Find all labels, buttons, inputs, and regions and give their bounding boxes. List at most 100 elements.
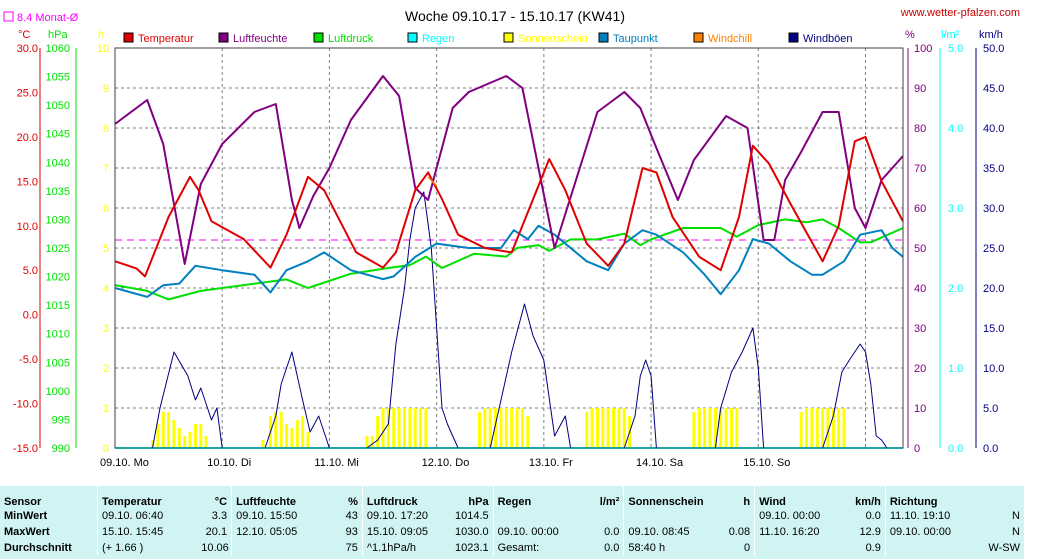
cell: (+ 1.66 ) — [97, 540, 198, 556]
temp-tick-label: 15.0 — [17, 176, 38, 188]
legend-label: Luftdruck — [328, 33, 374, 45]
wind-tick-label: 0.0 — [983, 443, 998, 455]
temp-tick-label: 30.0 — [17, 43, 38, 55]
cell: 0.0 — [604, 542, 620, 554]
cell: 93 — [345, 526, 358, 538]
sunshine-bar — [402, 408, 406, 448]
sunshine-bar — [279, 412, 283, 448]
sunshine-bar — [177, 428, 181, 448]
cell: 75 — [345, 542, 358, 554]
cell: N — [1012, 510, 1020, 522]
sunshine-bar — [386, 408, 390, 448]
sunshine-bar — [724, 408, 728, 448]
monthly-avg-marker — [3, 11, 14, 22]
sunshine-bar — [708, 408, 712, 448]
hdr-press-unit: hPa — [468, 496, 489, 508]
cell: 15.10. 15:45 — [97, 524, 198, 540]
cell: 09.10. 06:40 — [97, 508, 198, 524]
sunshine-bar — [161, 412, 165, 448]
wind-tick-label: 35.0 — [983, 163, 1004, 175]
cell: 11.10. 19:10 — [884, 508, 970, 524]
sunshine-bar — [285, 424, 289, 448]
legend-label: Sonnenschein — [518, 33, 588, 45]
hdr-press: Luftdruck — [361, 486, 451, 508]
cell: W-SW — [988, 542, 1020, 554]
rain-tick-label: 2.0 — [948, 283, 963, 295]
x-day-label: 10.10. Di — [207, 457, 251, 469]
hdr-wind: Wind — [754, 486, 850, 508]
cell — [719, 508, 754, 524]
cell: 15.10. 09:05 — [361, 524, 451, 540]
x-day-label: 11.10. Mi — [314, 457, 358, 469]
pressure-line — [114, 218, 904, 301]
sunshine-bar — [424, 408, 428, 448]
legend-label: Taupunkt — [613, 33, 658, 45]
sunshine-bar — [612, 408, 616, 448]
x-day-label: 15.10. So — [743, 457, 790, 469]
cell: 3.3 — [211, 510, 228, 522]
cell: 09.10. 15:50 — [231, 508, 332, 524]
temp-tick-label: 5.0 — [23, 265, 38, 277]
weather-chart: Woche 09.10.17 - 15.10.17 (KW41) www.wet… — [3, 7, 1020, 469]
sunshine-bar — [413, 408, 417, 448]
rain-tick-label: 0.0 — [948, 443, 963, 455]
legend-swatch — [313, 32, 324, 43]
sunshine-bar — [151, 440, 155, 448]
temp-tick-label: -10.0 — [13, 399, 38, 411]
sunshine-bar — [595, 408, 599, 448]
cell — [623, 508, 720, 524]
rain-tick-label: 5.0 — [948, 43, 963, 55]
sunshine-bar — [274, 412, 278, 448]
sunshine-bar — [199, 424, 203, 448]
site-link[interactable]: www.wetter-pfalzen.com — [900, 7, 1020, 19]
sunshine-bar — [729, 408, 733, 448]
sunshine-bar — [692, 412, 696, 448]
sun-tick-label: 0 — [103, 443, 109, 455]
hum-tick-label: 90 — [914, 83, 926, 95]
temp-unit-label: °C — [18, 29, 30, 41]
x-day-label: 09.10. Mo — [100, 457, 149, 469]
sunshine-bar — [295, 420, 299, 448]
sunshine-bar — [290, 428, 294, 448]
press-tick-label: 1015 — [46, 300, 70, 312]
sunshine-bar — [408, 408, 412, 448]
wind-tick-label: 30.0 — [983, 203, 1004, 215]
press-tick-label: 990 — [52, 443, 70, 455]
legend-swatch — [407, 32, 418, 43]
sunshine-bar — [585, 412, 589, 448]
sunshine-bar — [805, 408, 809, 448]
wind-tick-label: 5.0 — [983, 403, 998, 415]
cell: 09.10. 00:00 — [884, 524, 970, 540]
sun-tick-label: 4 — [103, 283, 109, 295]
sunshine-bar — [515, 408, 519, 448]
monthly-avg-label: 8.4 Monat-Ø — [17, 12, 79, 24]
cell: 09.10. 00:00 — [492, 524, 584, 540]
sunshine-bar — [261, 440, 265, 448]
sunshine-bar — [167, 412, 171, 448]
grid — [115, 48, 903, 448]
sun-tick-label: 2 — [103, 363, 109, 375]
sunshine-bar — [188, 432, 192, 448]
rain-tick-label: 4.0 — [948, 123, 963, 135]
cell: 12.10. 05:05 — [231, 524, 332, 540]
legend-swatch — [598, 32, 609, 43]
sunshine-bar — [810, 408, 814, 448]
wind-tick-label: 15.0 — [983, 323, 1004, 335]
sunshine-bar — [478, 412, 482, 448]
cell — [884, 540, 970, 556]
hum-tick-label: 30 — [914, 323, 926, 335]
sunshine-bar — [526, 416, 530, 448]
sun-tick-label: 1 — [103, 403, 109, 415]
press-tick-label: 1010 — [46, 329, 70, 341]
sunshine-bar — [193, 424, 197, 448]
x-day-label: 12.10. Do — [422, 457, 470, 469]
press-tick-label: 1030 — [46, 214, 70, 226]
legend-label: Luftfeuchte — [233, 33, 287, 45]
sun-tick-label: 8 — [103, 123, 109, 135]
cell: ^1.1hPa/h — [361, 540, 451, 556]
sunshine-bar — [520, 408, 524, 448]
press-tick-label: 995 — [52, 414, 70, 426]
stats-header-row: Sensor Temperatur °C Luftfeuchte % Luftd… — [0, 486, 1024, 508]
sunshine-bar — [397, 408, 401, 448]
cell: Gesamt: — [492, 540, 584, 556]
